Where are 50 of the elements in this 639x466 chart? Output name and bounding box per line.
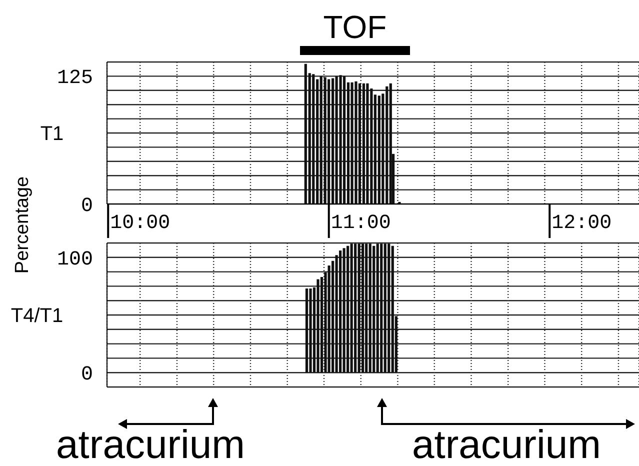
bar <box>354 81 358 204</box>
y-tick-label: 100 <box>56 248 93 272</box>
bar <box>358 244 360 373</box>
bar <box>376 244 379 373</box>
bar <box>312 74 315 204</box>
bar <box>350 244 353 373</box>
bar <box>391 246 394 373</box>
bar <box>304 64 307 204</box>
bar <box>332 78 334 204</box>
bar <box>354 244 357 373</box>
bar <box>324 77 326 204</box>
x-tick-label: 11:00 <box>330 212 391 235</box>
bar <box>366 83 369 204</box>
bar <box>358 83 362 204</box>
bar <box>342 76 346 204</box>
x-tick-label: 10:00 <box>110 212 170 235</box>
bar <box>362 244 364 373</box>
bar <box>346 246 350 373</box>
bar <box>328 265 330 373</box>
bar <box>386 86 388 204</box>
bar <box>372 246 376 373</box>
bar <box>342 248 346 373</box>
bar <box>335 76 338 204</box>
bar <box>305 288 308 373</box>
text: atracurium <box>412 423 601 466</box>
y-axis-title: T4/T1 <box>10 305 64 328</box>
bar <box>320 276 324 373</box>
chart-title: TOF <box>323 9 387 45</box>
bar <box>309 288 312 373</box>
text: Percentage <box>12 176 33 274</box>
bar <box>362 83 366 204</box>
bar <box>388 244 390 373</box>
bar <box>378 96 380 204</box>
bar <box>368 244 372 373</box>
bar <box>339 250 342 373</box>
bar <box>350 82 354 204</box>
y-axis-title: T1 <box>40 123 64 146</box>
bar <box>384 244 386 373</box>
bar <box>339 75 342 204</box>
bar <box>316 279 320 373</box>
bar <box>328 79 330 204</box>
y-tick-label: 0 <box>80 364 93 387</box>
bar <box>320 76 322 204</box>
bar <box>365 244 368 373</box>
bar <box>389 83 392 204</box>
x-tick-label: 12:00 <box>552 212 612 235</box>
bar <box>380 244 383 373</box>
y-tick-label: 125 <box>56 67 93 90</box>
y-tick-label: 0 <box>80 195 93 218</box>
text: atracurium <box>56 423 245 466</box>
